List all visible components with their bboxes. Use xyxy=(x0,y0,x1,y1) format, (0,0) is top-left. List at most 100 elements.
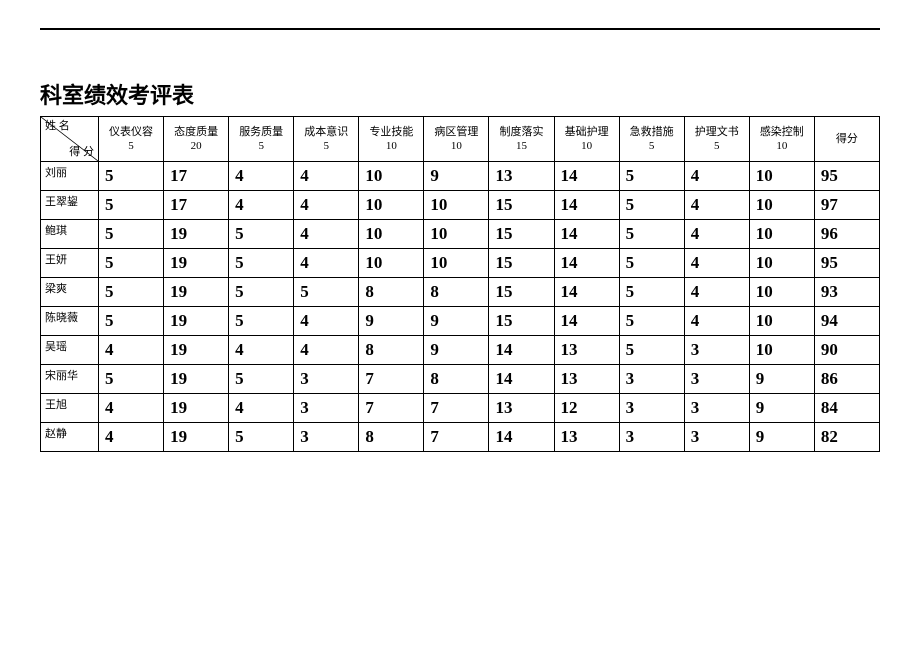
value-cell: 19 xyxy=(164,394,229,423)
name-cell: 鲍琪 xyxy=(41,220,99,249)
value-cell: 9 xyxy=(749,365,814,394)
value-cell: 14 xyxy=(554,162,619,191)
value-cell: 10 xyxy=(359,249,424,278)
col-header: 服务质量5 xyxy=(229,117,294,162)
value-cell: 3 xyxy=(684,336,749,365)
table-row: 刘丽517441091314541095 xyxy=(41,162,880,191)
value-cell: 8 xyxy=(359,336,424,365)
value-cell: 12 xyxy=(554,394,619,423)
table-row: 鲍琪5195410101514541096 xyxy=(41,220,880,249)
value-cell: 8 xyxy=(359,278,424,307)
value-cell: 14 xyxy=(489,365,554,394)
value-cell: 8 xyxy=(424,278,489,307)
name-cell: 王翠鋆 xyxy=(41,191,99,220)
value-cell: 84 xyxy=(814,394,879,423)
value-cell: 14 xyxy=(489,336,554,365)
table-row: 梁爽51955881514541093 xyxy=(41,278,880,307)
value-cell: 4 xyxy=(684,278,749,307)
page-title: 科室绩效考评表 xyxy=(40,78,880,110)
value-cell: 4 xyxy=(229,191,294,220)
col-header: 专业技能10 xyxy=(359,117,424,162)
table-row: 宋丽华5195378141333986 xyxy=(41,365,880,394)
value-cell: 19 xyxy=(164,220,229,249)
value-cell: 5 xyxy=(229,307,294,336)
top-rule xyxy=(40,28,880,30)
value-cell: 5 xyxy=(619,307,684,336)
value-cell: 14 xyxy=(489,423,554,452)
value-cell: 10 xyxy=(749,307,814,336)
value-cell: 96 xyxy=(814,220,879,249)
table-row: 吴瑶41944891413531090 xyxy=(41,336,880,365)
value-cell: 19 xyxy=(164,249,229,278)
value-cell: 10 xyxy=(749,249,814,278)
col-header: 得分 xyxy=(814,117,879,162)
name-cell: 王旭 xyxy=(41,394,99,423)
value-cell: 4 xyxy=(684,249,749,278)
value-cell: 10 xyxy=(749,278,814,307)
value-cell: 5 xyxy=(99,365,164,394)
value-cell: 4 xyxy=(229,162,294,191)
header-row: 姓 名 得 分 仪表仪容5 态度质量20 服务质量5 成本意识5 专业技能10 … xyxy=(41,117,880,162)
value-cell: 13 xyxy=(489,162,554,191)
value-cell: 95 xyxy=(814,162,879,191)
value-cell: 94 xyxy=(814,307,879,336)
name-cell: 陈晓薇 xyxy=(41,307,99,336)
value-cell: 3 xyxy=(619,423,684,452)
diag-top-label: 姓 名 xyxy=(45,119,70,133)
value-cell: 8 xyxy=(424,365,489,394)
value-cell: 4 xyxy=(294,336,359,365)
value-cell: 3 xyxy=(684,394,749,423)
value-cell: 97 xyxy=(814,191,879,220)
table-row: 王旭4194377131233984 xyxy=(41,394,880,423)
value-cell: 95 xyxy=(814,249,879,278)
value-cell: 10 xyxy=(749,162,814,191)
col-header: 感染控制10 xyxy=(749,117,814,162)
value-cell: 10 xyxy=(359,220,424,249)
value-cell: 10 xyxy=(424,220,489,249)
name-cell: 王妍 xyxy=(41,249,99,278)
value-cell: 9 xyxy=(749,423,814,452)
value-cell: 19 xyxy=(164,423,229,452)
value-cell: 14 xyxy=(554,249,619,278)
value-cell: 3 xyxy=(294,423,359,452)
value-cell: 5 xyxy=(229,220,294,249)
col-header: 态度质量20 xyxy=(164,117,229,162)
value-cell: 82 xyxy=(814,423,879,452)
value-cell: 5 xyxy=(619,220,684,249)
value-cell: 4 xyxy=(294,191,359,220)
table-body: 刘丽517441091314541095王翠鋆51744101015145410… xyxy=(41,162,880,452)
value-cell: 5 xyxy=(229,249,294,278)
value-cell: 15 xyxy=(489,278,554,307)
value-cell: 7 xyxy=(424,423,489,452)
table-row: 赵静4195387141333982 xyxy=(41,423,880,452)
col-header: 急救措施5 xyxy=(619,117,684,162)
value-cell: 5 xyxy=(229,278,294,307)
col-header: 仪表仪容5 xyxy=(99,117,164,162)
col-header: 病区管理10 xyxy=(424,117,489,162)
value-cell: 5 xyxy=(619,278,684,307)
value-cell: 5 xyxy=(294,278,359,307)
value-cell: 7 xyxy=(359,394,424,423)
value-cell: 15 xyxy=(489,220,554,249)
value-cell: 19 xyxy=(164,278,229,307)
value-cell: 5 xyxy=(99,162,164,191)
value-cell: 5 xyxy=(619,162,684,191)
value-cell: 5 xyxy=(619,336,684,365)
value-cell: 86 xyxy=(814,365,879,394)
value-cell: 14 xyxy=(554,278,619,307)
value-cell: 19 xyxy=(164,365,229,394)
value-cell: 15 xyxy=(489,249,554,278)
value-cell: 14 xyxy=(554,307,619,336)
value-cell: 93 xyxy=(814,278,879,307)
value-cell: 13 xyxy=(489,394,554,423)
value-cell: 14 xyxy=(554,220,619,249)
value-cell: 5 xyxy=(229,365,294,394)
value-cell: 5 xyxy=(99,278,164,307)
value-cell: 5 xyxy=(619,249,684,278)
value-cell: 7 xyxy=(424,394,489,423)
value-cell: 5 xyxy=(99,220,164,249)
col-header: 成本意识5 xyxy=(294,117,359,162)
value-cell: 3 xyxy=(294,365,359,394)
col-header: 制度落实15 xyxy=(489,117,554,162)
value-cell: 4 xyxy=(229,394,294,423)
